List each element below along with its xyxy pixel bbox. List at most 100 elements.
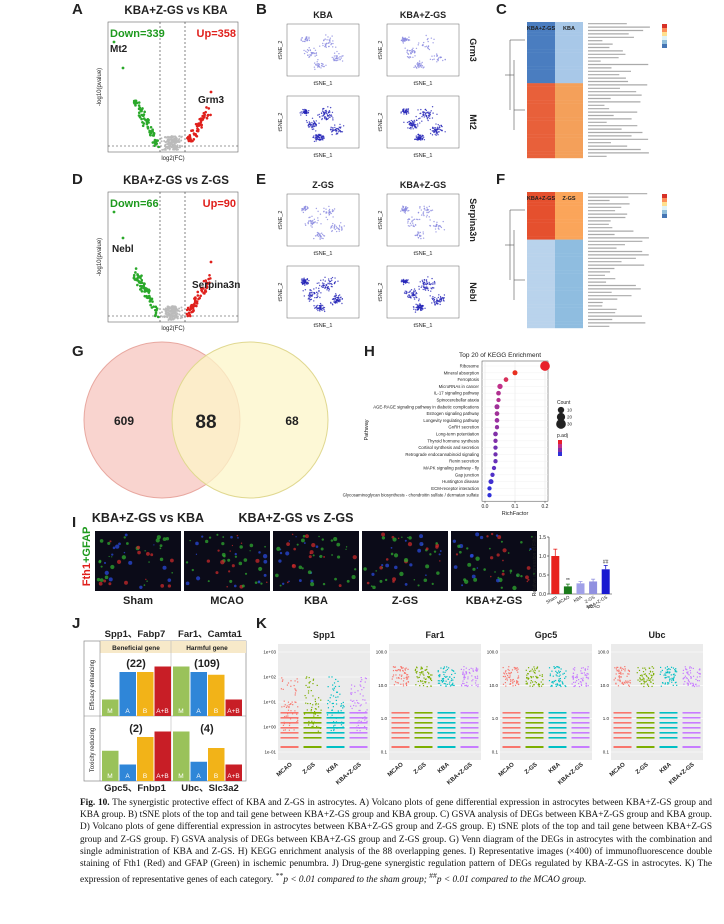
decor-dot [341,302,343,305]
heat-cell [555,59,583,63]
strip-jitter [314,708,317,710]
decor-dot [170,145,173,148]
decor-cell [216,533,219,536]
strip-jitter [360,720,362,722]
strip-jitter [308,722,310,724]
decor-dot [405,292,407,295]
strip-jitter [461,685,463,687]
decor-dot [195,134,199,138]
bar-label: A [196,773,201,780]
decor-dot [407,296,409,299]
strip-jitter [584,674,586,676]
gene-label: Grm3 [198,95,225,106]
decor-dot [437,134,439,136]
strip-jitter [672,674,675,676]
strip-jitter [574,685,576,687]
strip-jitter [398,677,400,679]
decor-dot [332,222,334,225]
decor-dot [432,295,434,298]
decor-cell [223,554,226,558]
strip-jitter [505,670,507,672]
decor-dot [177,139,180,142]
strip-jitter [307,686,309,688]
decor-dot [154,305,158,309]
heat-cell [555,90,583,94]
strip-jitter [616,670,618,672]
decor-dot [140,289,144,293]
bar-label: A+B [156,708,168,715]
decor-dot [325,284,327,286]
decor-dot [322,42,324,45]
strip-jitter [350,684,353,686]
decor-dot [318,235,320,238]
decor-dot [417,109,419,111]
decor-dot [176,309,179,312]
strip-jitter [532,676,534,678]
strip-jitter [696,676,699,678]
decor-dot [408,36,410,38]
strip-jitter [533,684,535,686]
strip-band [636,727,655,729]
decor-dot [407,39,410,41]
heat-cell [555,314,583,318]
decor-dot [416,218,418,221]
decor-cell [298,565,303,570]
row-header: Efficacy enhancing [90,660,96,710]
strip-band [349,727,368,729]
decor-dot [174,135,177,138]
decor-cell [107,541,111,545]
decor-dot [428,115,431,117]
decor-dot [318,136,320,139]
strip-jitter [530,676,532,678]
plot-frame [286,95,360,149]
pattern-bar [190,672,207,716]
column-title: KBA+Z-GS [400,10,446,20]
strip-jitter [652,671,654,673]
heat-cell [555,28,583,33]
heat-cell [555,239,583,244]
decor-dot [408,218,411,221]
strip-jitter [415,684,417,686]
decor-dot [415,303,417,306]
strip-jitter [625,681,627,683]
decor-dot [332,58,335,60]
pattern-bar [154,731,171,781]
strip-jitter [340,705,342,707]
decor-dot [303,112,306,115]
strip-band [437,717,456,719]
decor-dot [135,101,139,105]
decor-dot [416,138,418,140]
heat-cell [527,93,555,97]
strip-jitter [438,674,440,677]
decor-cell [121,555,127,560]
decor-dot [317,295,319,297]
strip-jitter [576,676,578,678]
strip-jitter [290,680,292,682]
strip-jitter [443,682,445,685]
heat-cell [527,137,555,142]
strip-jitter [405,683,407,685]
strip-jitter [350,705,352,707]
strip-jitter [288,706,290,709]
strip-band [326,717,345,719]
y-tick-label: 1.5 [539,535,546,541]
strip-jitter [668,680,671,682]
strip-jitter [557,684,559,686]
decor-dot [171,141,174,144]
strip-jitter [628,685,631,687]
decor-dot [439,303,441,306]
strip-jitter [638,669,641,672]
decor-cell [490,532,494,536]
decor-dot [173,143,176,146]
strip-band [303,717,322,719]
strip-jitter [618,679,620,681]
decor-dot [306,208,308,210]
decor-dot [407,295,409,297]
decor-dot [164,308,167,311]
decor-dot [134,271,137,274]
strip-jitter [558,675,560,677]
strip-jitter [440,679,443,682]
decor-dot [188,134,192,137]
strip-jitter [287,713,289,715]
decor-dot [316,66,319,68]
